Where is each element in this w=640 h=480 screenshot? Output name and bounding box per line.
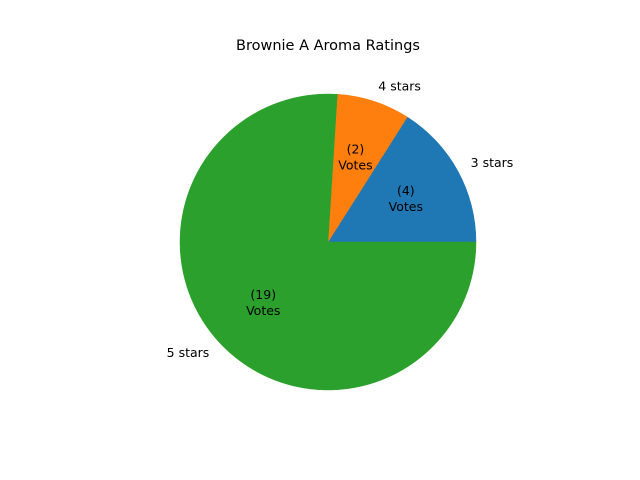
pie-slice-5-stars <box>179 93 477 391</box>
slice-value-line: (4) <box>397 183 415 198</box>
chart-title: Brownie A Aroma Ratings <box>236 38 420 54</box>
slice-value-line: (19) <box>250 287 276 302</box>
slice-label-4-stars: 4 stars <box>378 79 421 94</box>
slice-label-3-stars: 3 stars <box>471 155 514 170</box>
slice-value-label-3-stars: (4) Votes <box>389 183 423 214</box>
slice-value-label-5-stars: (19) Votes <box>246 287 280 318</box>
pie-slices <box>179 93 477 391</box>
slice-value-line: Votes <box>389 199 423 214</box>
slice-value-line: Votes <box>338 158 372 173</box>
slice-value-line: (2) <box>347 142 365 157</box>
slice-label-5-stars: 5 stars <box>167 345 210 360</box>
slice-value-line: Votes <box>246 303 280 318</box>
slice-value-label-4-stars: (2) Votes <box>338 142 372 173</box>
pie-slice-3-stars <box>327 116 477 243</box>
